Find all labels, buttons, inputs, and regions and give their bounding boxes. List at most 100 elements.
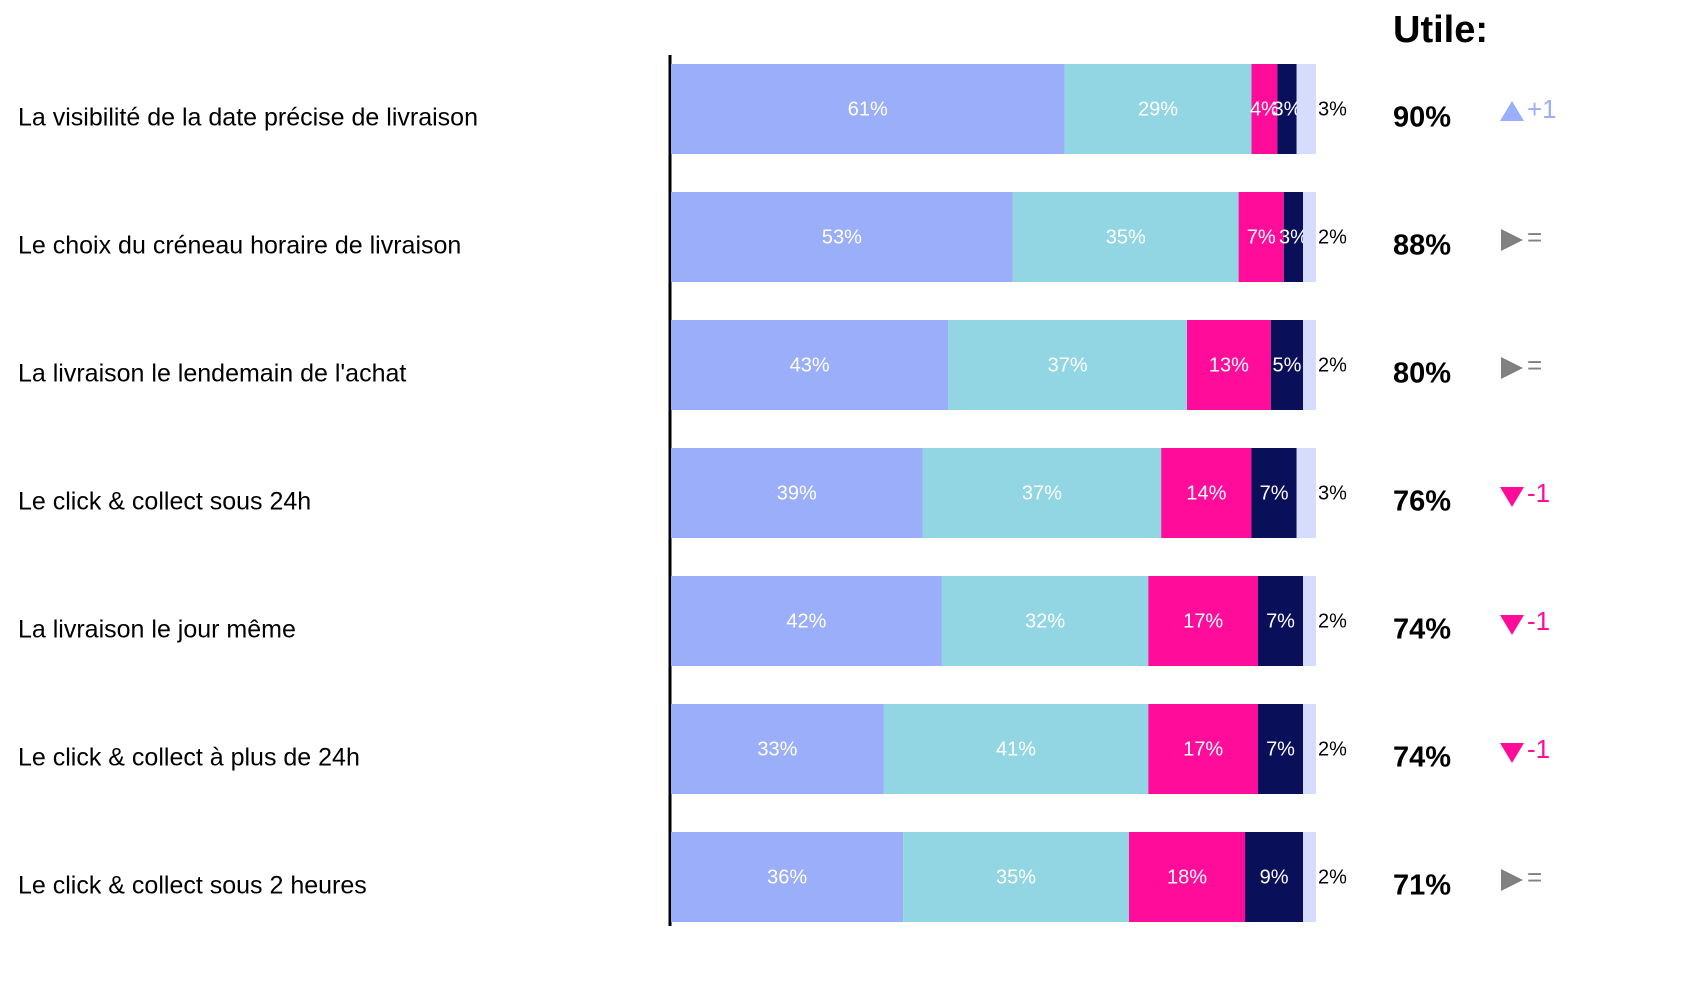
bar-segment xyxy=(1257,704,1304,794)
bar-segment xyxy=(1303,192,1316,282)
trend-arrow xyxy=(1501,869,1523,891)
value-label: 41% xyxy=(996,738,1036,760)
bar-segment xyxy=(1187,320,1271,410)
value-label: 3% xyxy=(1273,98,1302,120)
category-label: La livraison le lendemain de l'achat xyxy=(18,360,406,388)
trend-arrow xyxy=(1500,743,1524,763)
value-label: 17% xyxy=(1183,738,1223,760)
bar-segment xyxy=(1303,832,1316,922)
value-label: 14% xyxy=(1186,482,1226,504)
value-label: 18% xyxy=(1167,866,1207,888)
trend-label: = xyxy=(1527,862,1542,892)
bar-segment xyxy=(1277,64,1297,154)
bar-segment xyxy=(1296,448,1316,538)
category-label: La livraison le jour même xyxy=(18,616,296,644)
bar-segment xyxy=(1238,192,1284,282)
utile-value: 88% xyxy=(1393,230,1451,262)
value-label: 53% xyxy=(822,226,862,248)
trend-label: = xyxy=(1527,350,1542,380)
bar-segment xyxy=(671,64,1065,154)
bar-segment xyxy=(1245,832,1304,922)
utile-value: 74% xyxy=(1393,742,1451,774)
bar-segment xyxy=(1012,192,1239,282)
trend-arrow xyxy=(1501,229,1523,251)
trend-label: -1 xyxy=(1527,478,1550,508)
category-label: La visibilité de la date précise de livr… xyxy=(18,104,478,132)
value-label: 2% xyxy=(1318,866,1347,888)
value-label: 5% xyxy=(1273,354,1302,376)
value-label: 9% xyxy=(1260,866,1289,888)
trend-arrow xyxy=(1500,487,1524,507)
value-label: 36% xyxy=(767,866,807,888)
value-label: 13% xyxy=(1209,354,1249,376)
bar-segment xyxy=(1303,704,1316,794)
bar-segment xyxy=(1064,64,1252,154)
bar-segment xyxy=(941,576,1149,666)
value-label: 3% xyxy=(1318,482,1347,504)
bar-segment xyxy=(1148,704,1258,794)
trend-label: -1 xyxy=(1527,606,1550,636)
value-label: 7% xyxy=(1266,738,1295,760)
category-label: Le click & collect à plus de 24h xyxy=(18,744,360,772)
value-label: 61% xyxy=(848,98,888,120)
bar-segment xyxy=(671,320,949,410)
value-label: 37% xyxy=(1048,354,1088,376)
bar-segment xyxy=(671,192,1013,282)
value-label: 35% xyxy=(996,866,1036,888)
bar-segment xyxy=(1303,576,1316,666)
category-label: Le click & collect sous 2 heures xyxy=(18,872,367,900)
bar-segment xyxy=(922,448,1162,538)
value-label: 2% xyxy=(1318,738,1347,760)
value-label: 17% xyxy=(1183,610,1223,632)
bar-segment xyxy=(1251,448,1297,538)
trend-label: = xyxy=(1527,222,1542,252)
bar-segment xyxy=(1128,832,1246,922)
value-label: 32% xyxy=(1025,610,1065,632)
value-label: 7% xyxy=(1266,610,1295,632)
bar-segment xyxy=(903,832,1129,922)
bar-segment xyxy=(1296,64,1316,154)
bar-segment xyxy=(1257,576,1304,666)
value-label: 35% xyxy=(1106,226,1146,248)
category-label: Le click & collect sous 24h xyxy=(18,488,311,516)
bar-segment xyxy=(1161,448,1252,538)
value-label: 33% xyxy=(757,738,797,760)
bar-segment xyxy=(1251,64,1278,154)
bar-segment xyxy=(948,320,1187,410)
category-label: Le choix du créneau horaire de livraison xyxy=(18,232,461,260)
utile-value: 90% xyxy=(1393,102,1451,134)
utile-value: 74% xyxy=(1393,614,1451,646)
bar-segment xyxy=(1148,576,1258,666)
bar-segment xyxy=(671,576,942,666)
bar-segment xyxy=(1303,320,1316,410)
value-label: 29% xyxy=(1138,98,1178,120)
value-label: 42% xyxy=(786,610,826,632)
value-label: 2% xyxy=(1318,226,1347,248)
value-label: 37% xyxy=(1022,482,1062,504)
trend-arrow xyxy=(1500,101,1524,121)
bar-segment xyxy=(1283,192,1304,282)
utile-title: Utile: xyxy=(1393,9,1488,51)
utile-value: 80% xyxy=(1393,358,1451,390)
value-label: 7% xyxy=(1247,226,1276,248)
trend-arrow xyxy=(1501,357,1523,379)
utile-value: 71% xyxy=(1393,870,1451,902)
utile-value: 76% xyxy=(1393,486,1451,518)
value-label: 2% xyxy=(1318,354,1347,376)
value-label: 4% xyxy=(1250,98,1279,120)
bar-segment xyxy=(671,832,904,922)
bar-segment xyxy=(1270,320,1304,410)
value-label: 43% xyxy=(790,354,830,376)
value-label: 3% xyxy=(1279,226,1308,248)
bar-segment xyxy=(671,448,923,538)
trend-label: +1 xyxy=(1527,94,1557,124)
value-label: 2% xyxy=(1318,610,1347,632)
bar-segment xyxy=(883,704,1149,794)
bar-segment xyxy=(671,704,884,794)
value-label: 3% xyxy=(1318,98,1347,120)
trend-label: -1 xyxy=(1527,734,1550,764)
value-label: 39% xyxy=(777,482,817,504)
value-label: 7% xyxy=(1260,482,1289,504)
trend-arrow xyxy=(1500,615,1524,635)
